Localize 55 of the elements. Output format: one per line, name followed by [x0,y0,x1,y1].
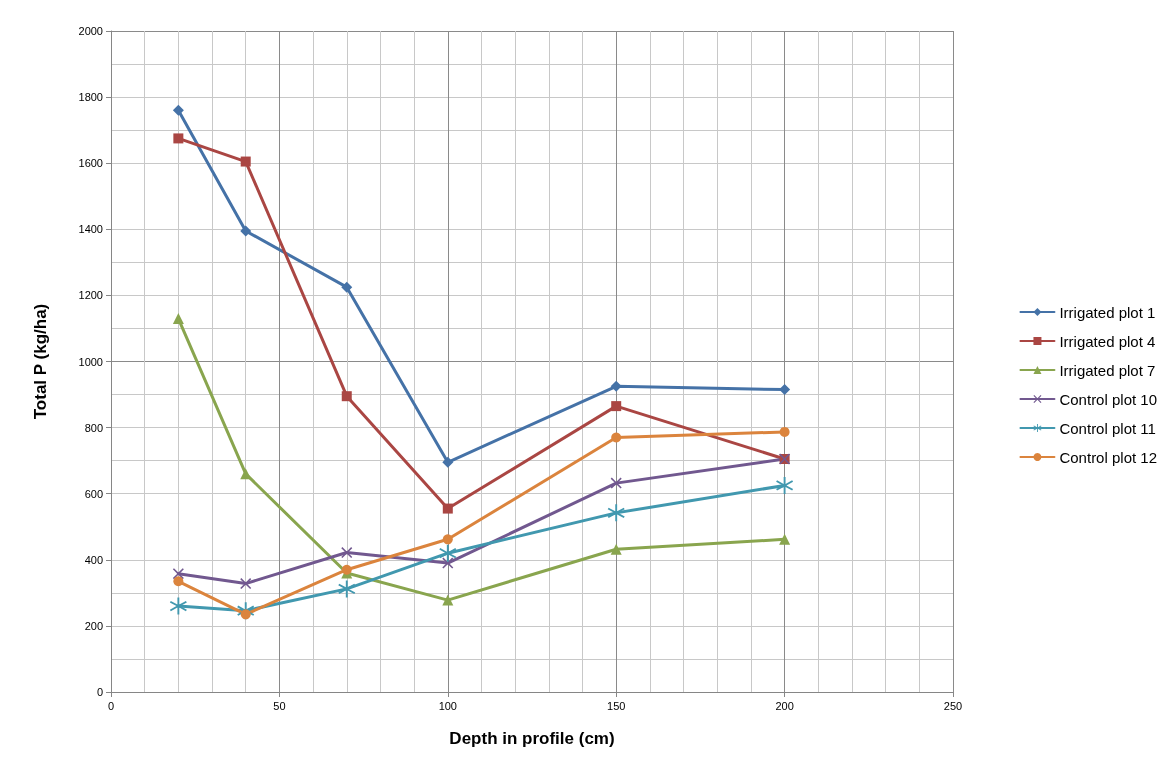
point [439,544,457,562]
point [610,543,622,555]
y-tick-label: 600 [84,487,103,500]
legend-label: Control plot 11 [1059,419,1156,437]
y-tick-label: 1000 [78,355,103,368]
y-tick-label: 0 [96,686,103,698]
x-tick-label: 200 [775,699,794,712]
y-tick-label: 1800 [78,91,103,104]
y-tick-label: 200 [84,619,103,632]
legend-label: Irrigated plot 7 [1059,361,1156,379]
x-tick-label: 100 [438,699,457,712]
y-axis-title: Total P (kg/ha) [31,303,50,420]
y-tick-label: 1200 [78,289,103,302]
y-tick-label: 400 [84,553,103,566]
x-tick-label: 150 [607,699,626,712]
x-tick-label: 50 [273,699,286,712]
x-axis-title: Depth in profile (cm) [449,729,615,748]
point [611,401,622,412]
y-tick-label: 1600 [78,157,103,170]
point [442,456,454,468]
legend-label: Irrigated plot 1 [1059,303,1156,321]
point [240,156,251,167]
point [779,426,790,437]
point [169,597,187,615]
point [341,281,353,293]
legend-label: Irrigated plot 4 [1059,332,1156,350]
point [779,533,791,545]
point [240,225,252,237]
point [442,557,454,569]
point [776,476,794,494]
point [173,576,184,587]
y-tick-label: 2000 [78,25,103,37]
point [610,477,622,489]
legend-label: Control plot 12 [1059,448,1157,466]
point [172,568,184,580]
point [173,133,184,144]
point [442,594,454,606]
point [779,384,791,396]
point [172,313,184,325]
point [240,578,252,590]
x-tick-label: 250 [943,699,963,712]
point [611,432,622,443]
point [338,580,356,598]
y-tick-label: 800 [84,421,103,434]
point [341,391,352,402]
y-tick-label: 1400 [78,223,103,236]
point [607,504,625,522]
point [610,380,622,392]
point [442,503,453,514]
x-tick-label: 0 [107,699,115,712]
legend-label: Control plot 10 [1059,390,1157,408]
point [341,564,352,575]
point [341,547,353,559]
point [172,104,184,116]
point [442,534,453,545]
